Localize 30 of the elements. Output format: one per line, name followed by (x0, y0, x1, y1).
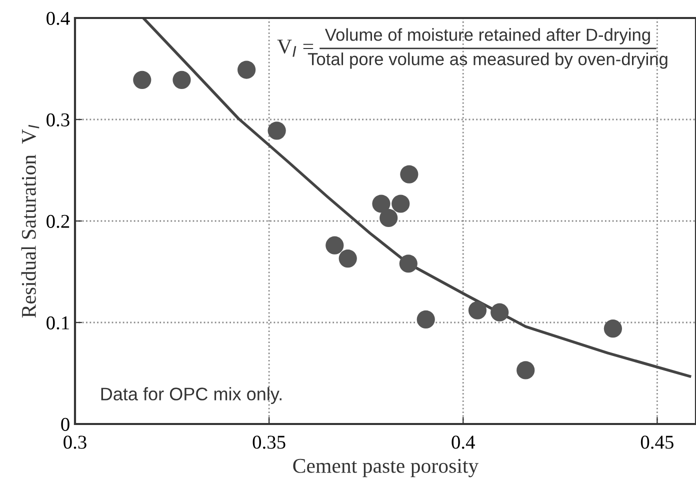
point (468, 301, 487, 320)
point (237, 60, 256, 79)
y-tick-label: 0 (61, 418, 70, 431)
point (604, 320, 622, 338)
annotation: Volume of moisture retained after D-drying (324, 28, 650, 44)
annotation: Data for OPC mix only. (101, 387, 282, 404)
y-tick-label: 0.1 (46, 316, 69, 330)
x-tick-label: 0.45 (640, 436, 674, 449)
y-axis-title: Residual Saturation V$_{I}$ (21, 124, 40, 318)
point (399, 254, 418, 273)
line-series (142, 18, 692, 378)
point (133, 70, 152, 89)
point (268, 122, 286, 140)
point (490, 303, 509, 322)
point (400, 165, 418, 184)
point (380, 208, 398, 228)
y-tick-label: 0.2 (46, 214, 70, 228)
x-axis-title: Cement paste porosity (293, 458, 479, 478)
y-tick-label: 0.3 (46, 113, 70, 127)
x-tick-label: 0.3 (64, 436, 86, 449)
x-tick-label: 0.35 (252, 436, 286, 449)
point (338, 250, 357, 268)
point (416, 310, 435, 329)
point (326, 236, 344, 254)
point (372, 194, 390, 213)
point (392, 194, 410, 213)
y-tick-label: 0.4 (46, 12, 70, 26)
point (516, 361, 535, 380)
point (172, 70, 191, 89)
x-tick-label: 0.4 (452, 436, 475, 449)
